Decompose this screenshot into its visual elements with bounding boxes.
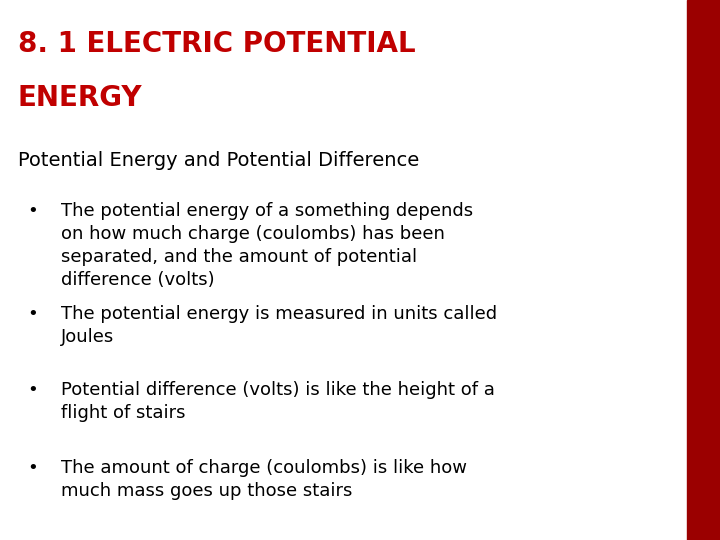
Text: The amount of charge (coulombs) is like how
much mass goes up those stairs: The amount of charge (coulombs) is like … [61,459,467,500]
Text: The potential energy is measured in units called
Joules: The potential energy is measured in unit… [61,305,498,346]
Text: •: • [27,459,38,477]
Text: •: • [27,381,38,399]
Bar [687,0,720,540]
Text: Potential difference (volts) is like the height of a
flight of stairs: Potential difference (volts) is like the… [61,381,495,422]
Text: Potential Energy and Potential Difference: Potential Energy and Potential Differenc… [18,151,419,170]
Text: The potential energy of a something depends
on how much charge (coulombs) has be: The potential energy of a something depe… [61,202,473,289]
Text: 8. 1 ELECTRIC POTENTIAL: 8. 1 ELECTRIC POTENTIAL [18,30,415,58]
Text: •: • [27,202,38,220]
Text: ENERGY: ENERGY [18,84,143,112]
Text: •: • [27,305,38,323]
